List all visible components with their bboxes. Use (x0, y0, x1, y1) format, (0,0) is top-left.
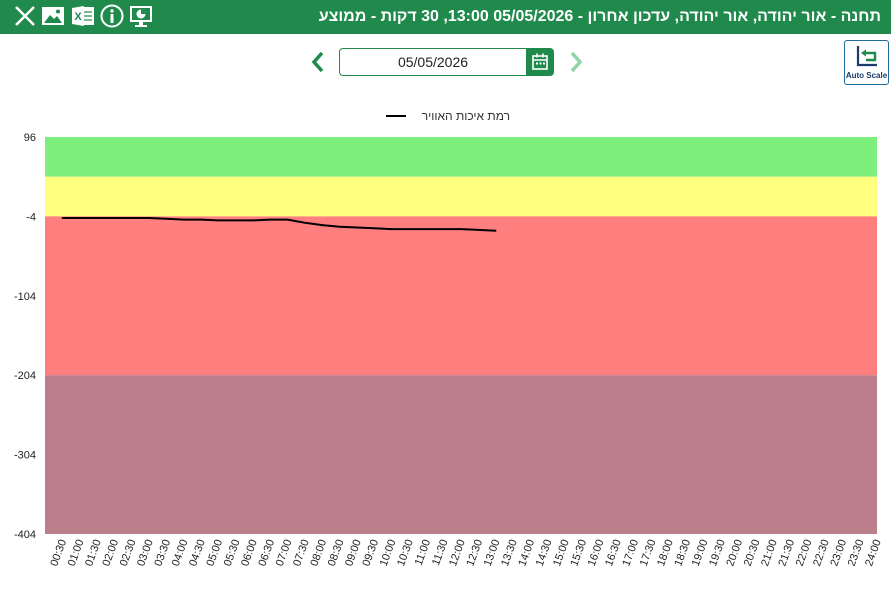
data-point (494, 229, 497, 232)
data-point (286, 218, 289, 221)
chart-series (61, 217, 497, 232)
data-point (321, 224, 324, 226)
data-point (477, 229, 480, 231)
data-point (96, 217, 98, 219)
y-tick-label: -304 (14, 450, 36, 462)
series-line (62, 217, 496, 232)
info-icon[interactable] (99, 3, 125, 29)
chevron-right-icon[interactable] (566, 50, 586, 74)
page-title: תחנה - אור יהודה, אור יהודה, עדכון אחרון… (318, 8, 881, 25)
autoscale-button[interactable]: Auto Scale (844, 40, 889, 85)
svg-text:X: X (74, 11, 82, 23)
data-point (148, 217, 150, 219)
data-point (182, 218, 185, 221)
data-point (252, 219, 254, 222)
data-point (165, 218, 168, 220)
data-point (460, 228, 462, 230)
data-point (217, 219, 220, 222)
data-point (338, 225, 341, 228)
autoscale-icon (856, 46, 877, 67)
date-picker (339, 48, 554, 76)
data-point (304, 222, 306, 224)
excel-icon[interactable]: X (70, 3, 96, 29)
data-point (408, 228, 410, 230)
data-point (130, 217, 133, 219)
data-point (200, 218, 202, 221)
data-point (390, 228, 393, 230)
data-point (234, 219, 237, 222)
y-tick-label: -404 (14, 529, 36, 541)
data-point (61, 217, 64, 219)
y-axis: 96 -4 -104 -204 -304 -404 (14, 132, 36, 541)
calendar-icon[interactable] (526, 48, 554, 76)
date-input[interactable] (339, 48, 527, 76)
y-tick-label: 96 (24, 132, 36, 144)
autoscale-label: Auto Scale (845, 71, 888, 80)
data-point (373, 227, 376, 230)
band-3 (45, 375, 877, 534)
y-tick-label: -104 (14, 291, 36, 303)
band-2 (45, 216, 877, 376)
image-icon[interactable] (40, 3, 66, 29)
y-tick-label: -204 (14, 370, 36, 382)
header-bar: X תחנה - אור יהודה, אור יהודה, עדכון אחר… (0, 0, 891, 34)
data-point (269, 218, 272, 221)
band-0 (45, 137, 877, 177)
legend-label: רמת איכות האוויר (422, 109, 510, 123)
y-tick-label: -4 (26, 211, 36, 223)
data-point (442, 228, 445, 230)
close-icon[interactable] (12, 3, 38, 29)
legend: רמת איכות האוויר (386, 109, 510, 123)
chevron-left-icon[interactable] (308, 50, 328, 74)
data-point (78, 217, 81, 219)
x-axis: 00:3001:0001:3002:0002:3003:0003:3004:00… (48, 538, 883, 568)
data-point (425, 228, 428, 230)
chart-bands (45, 137, 877, 534)
data-point (356, 226, 358, 229)
data-point (113, 217, 116, 219)
monitor-icon[interactable] (128, 3, 154, 29)
band-1 (45, 176, 877, 217)
